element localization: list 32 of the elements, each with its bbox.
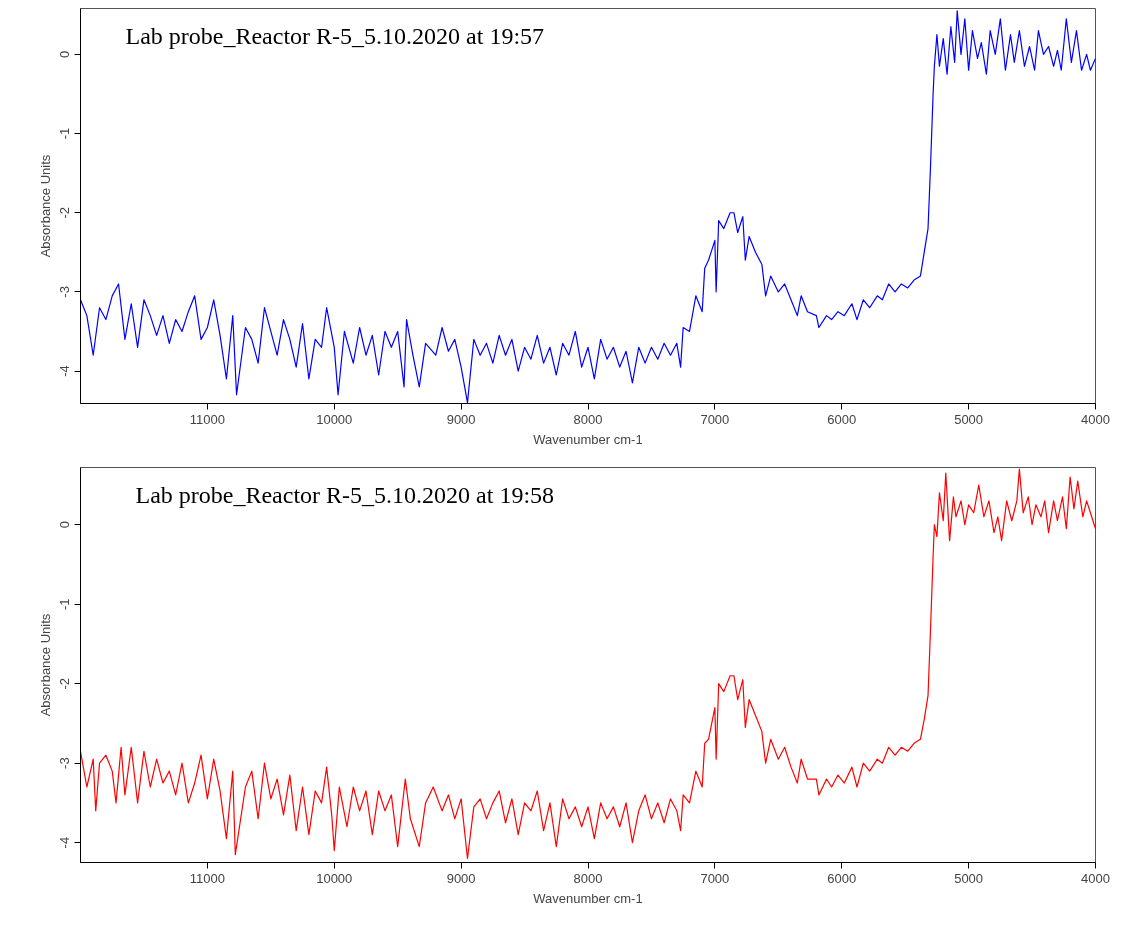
y-tick-label: -3 xyxy=(57,757,73,769)
x-tick-label: 11000 xyxy=(189,870,225,886)
x-tick-label: 9000 xyxy=(446,411,476,427)
x-tick-label: 5000 xyxy=(954,411,984,427)
x-axis-title: Wavenumber cm-1 xyxy=(533,890,643,906)
y-tick-label: -2 xyxy=(57,677,73,690)
annotation: Lab probe_Reactor R-5_5.10.2020 at 19:58 xyxy=(135,481,555,508)
x-tick-label: 8000 xyxy=(573,870,603,886)
y-tick-label: -3 xyxy=(57,286,73,298)
y-tick-label: -2 xyxy=(57,206,73,219)
y-axis-title: Absorbance Units xyxy=(37,613,53,717)
x-tick-label: 4000 xyxy=(1081,411,1110,427)
x-tick-label: 9000 xyxy=(446,870,476,886)
x-tick-label: 11000 xyxy=(189,411,225,427)
x-axis-title: Wavenumber cm-1 xyxy=(533,431,643,447)
y-tick-label: -1 xyxy=(57,127,73,140)
y-tick-label: -4 xyxy=(57,365,73,377)
annotation: Lab probe_Reactor R-5_5.10.2020 at 19:57 xyxy=(125,22,545,49)
x-tick-label: 8000 xyxy=(573,411,603,427)
y-tick-label: 0 xyxy=(57,521,73,529)
x-tick-label: 6000 xyxy=(827,870,857,886)
y-axis-title: Absorbance Units xyxy=(37,154,53,258)
x-tick-label: 5000 xyxy=(954,870,984,886)
x-tick-label: 7000 xyxy=(700,411,730,427)
y-tick-label: -1 xyxy=(57,598,73,610)
y-tick-label: 0 xyxy=(57,50,73,59)
x-tick-label: 6000 xyxy=(827,411,857,427)
x-tick-label: 7000 xyxy=(700,870,730,886)
x-tick-label: 10000 xyxy=(316,411,353,427)
x-tick-label: 10000 xyxy=(316,870,353,886)
y-tick-label: -4 xyxy=(57,836,73,849)
x-tick-label: 4000 xyxy=(1081,870,1110,886)
